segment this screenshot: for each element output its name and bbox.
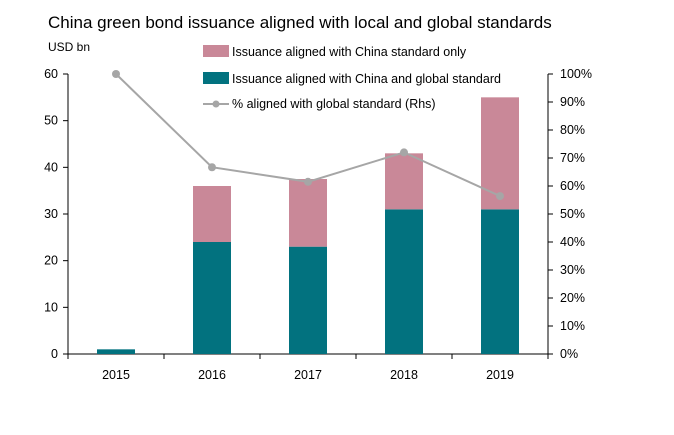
bar-china-global <box>481 209 519 354</box>
legend: Issuance aligned with China standard onl… <box>203 45 501 111</box>
legend-label-china-only: Issuance aligned with China standard onl… <box>232 45 467 59</box>
right-tick-label: 60% <box>560 179 585 193</box>
left-tick-label: 0 <box>51 347 58 361</box>
bar-china-global <box>193 242 231 354</box>
left-tick-label: 20 <box>44 254 58 268</box>
bar-china-only <box>193 186 231 242</box>
bar-china-global <box>97 349 135 354</box>
bar-china-only <box>289 179 327 247</box>
legend-marker-pct <box>212 100 220 108</box>
left-tick-label: 10 <box>44 300 58 314</box>
x-tick-label: 2019 <box>486 368 514 382</box>
unit-label: USD bn <box>48 40 90 54</box>
right-tick-label: 40% <box>560 235 585 249</box>
right-tick-label: 80% <box>560 123 585 137</box>
left-tick-label: 30 <box>44 207 58 221</box>
left-tick-label: 40 <box>44 160 58 174</box>
pct-aligned-point <box>112 70 120 78</box>
right-tick-label: 50% <box>560 207 585 221</box>
x-tick-label: 2016 <box>198 368 226 382</box>
right-axis-labels: 0% 10% 20% 30% 40% 50% 60% 70% 80% 90% 100% <box>560 67 592 361</box>
right-tick-label: 100% <box>560 67 592 81</box>
right-tick-label: 10% <box>560 319 585 333</box>
legend-swatch-china-only <box>203 45 229 57</box>
x-axis-labels: 2015 2016 2017 2018 2019 <box>102 368 514 382</box>
bar-china-global <box>289 246 327 354</box>
pct-aligned-point <box>496 192 504 201</box>
legend-label-pct: % aligned with global standard (Rhs) <box>232 97 436 111</box>
bar-china-global <box>385 209 423 354</box>
left-tick-label: 50 <box>44 114 58 128</box>
legend-label-china-global: Issuance aligned with China and global s… <box>232 72 501 86</box>
pct-aligned-point <box>400 148 408 157</box>
bars <box>97 97 519 354</box>
right-tick-label: 70% <box>560 151 585 165</box>
pct-aligned-point <box>304 177 312 186</box>
x-tick-label: 2017 <box>294 368 322 382</box>
right-tick-label: 30% <box>560 263 585 277</box>
legend-swatch-china-global <box>203 72 229 84</box>
pct-aligned-line <box>115 73 501 197</box>
bar-china-only <box>385 153 423 210</box>
left-axis-labels: 0 10 20 30 40 50 60 <box>44 67 58 361</box>
right-tick-label: 20% <box>560 291 585 305</box>
chart-title: China green bond issuance aligned with l… <box>48 13 552 32</box>
x-tick-label: 2018 <box>390 368 418 382</box>
left-tick-label: 60 <box>44 67 58 81</box>
x-tick-label: 2015 <box>102 368 130 382</box>
right-tick-label: 0% <box>560 347 578 361</box>
pct-aligned-point <box>208 163 216 172</box>
right-tick-label: 90% <box>560 95 585 109</box>
line-series <box>112 70 504 201</box>
